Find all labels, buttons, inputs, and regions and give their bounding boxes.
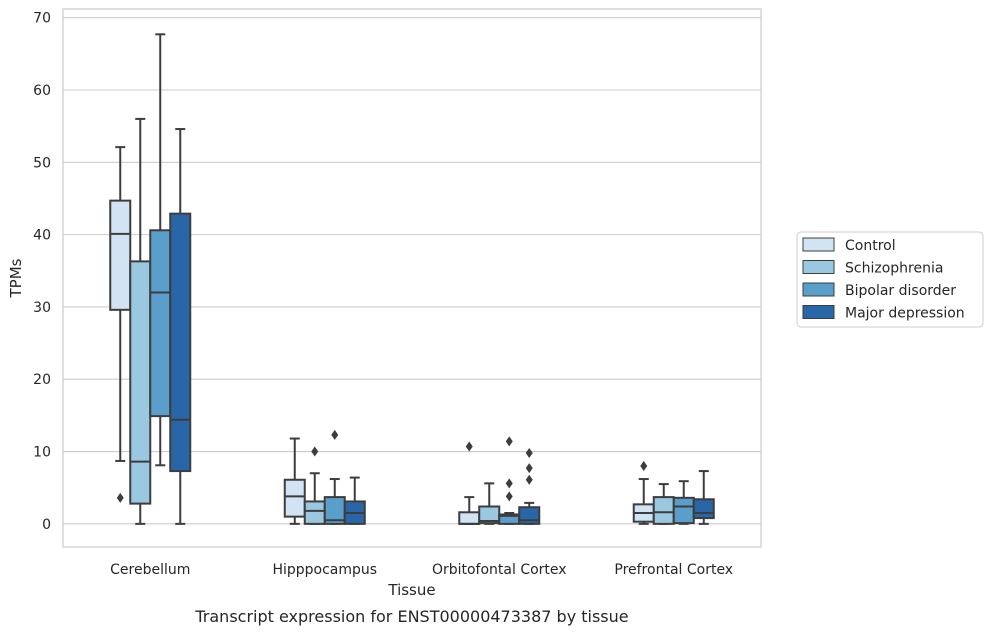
box-iqr (169, 212, 192, 473)
x-tick-label-2: Orbitofontal Cortex (432, 562, 567, 578)
box-3-series-3 (692, 470, 715, 525)
outlier-point-2 (525, 447, 533, 458)
box-2-series-1 (478, 482, 501, 525)
box-iqr (652, 496, 675, 525)
box-3-series-1 (652, 483, 675, 525)
outlier-point-0 (465, 441, 473, 452)
outlier-point-0 (505, 491, 513, 502)
x-tick-labels: Cerebellum Hipppocampus Orbitofontal Corte… (110, 562, 733, 578)
outlier-point-0 (116, 492, 124, 503)
y-axis-label: TPMs (7, 258, 25, 298)
x-tick-label-0: Cerebellum (110, 562, 190, 578)
outlier-point-1 (505, 478, 513, 489)
y-tick-label-50: 50 (33, 155, 51, 171)
box-iqr (283, 478, 306, 518)
legend: Control Schizophrenia Bipolar disorder Majo… (796, 231, 984, 328)
legend-label-1: Schizophrenia (845, 261, 943, 277)
legend-swatch-2 (802, 282, 835, 297)
box-1-series-0 (283, 437, 306, 525)
box-iqr (149, 229, 172, 418)
box-1-series-3 (343, 476, 366, 525)
outlier-point-0 (640, 461, 648, 472)
box-iqr (458, 511, 481, 525)
outlier-point-2 (505, 436, 513, 447)
box-0-series-1 (129, 117, 152, 525)
y-tick-label-60: 60 (33, 83, 51, 99)
box-iqr (129, 260, 152, 505)
outlier-point-1 (525, 463, 533, 474)
x-axis-label: Tissue (387, 581, 435, 599)
outlier-point-0 (525, 474, 533, 485)
chart-caption: Transcript expression for ENST0000047338… (194, 607, 628, 626)
legend-frame (796, 231, 984, 328)
legend-swatch-1 (802, 260, 835, 274)
box-3-series-0 (632, 461, 655, 525)
box-0-series-0 (109, 146, 132, 503)
legend-swatch-3 (802, 305, 835, 319)
outlier-point-0 (331, 429, 339, 440)
legend-swatch-0 (802, 237, 835, 252)
box-0-series-3 (169, 128, 192, 525)
y-tick-label-0: 0 (42, 517, 51, 533)
box-groups (109, 33, 715, 525)
y-tick-label-10: 10 (33, 445, 51, 461)
legend-label-2: Bipolar disorder (845, 283, 956, 299)
legend-label-3: Major depression (845, 306, 965, 322)
legend-label-0: Control (845, 238, 896, 254)
y-tick-label-30: 30 (33, 300, 51, 316)
box-iqr (109, 199, 132, 311)
box-iqr (518, 506, 541, 525)
box-iqr (672, 496, 695, 525)
box-iqr (692, 498, 715, 520)
y-tick-labels: 0 10 20 30 40 50 60 70 (33, 11, 51, 533)
y-tick-label-20: 20 (33, 372, 51, 388)
x-tick-label-3: Prefrontal Cortex (614, 562, 733, 578)
box-iqr (303, 500, 326, 525)
outlier-point-0 (311, 446, 319, 457)
y-tick-label-70: 70 (33, 11, 51, 27)
x-tick-label-1: Hipppocampus (272, 562, 377, 578)
box-1-series-1 (303, 446, 326, 525)
box-2-series-3 (518, 447, 541, 525)
y-tick-label-40: 40 (33, 228, 51, 244)
plot-frame (62, 8, 762, 548)
